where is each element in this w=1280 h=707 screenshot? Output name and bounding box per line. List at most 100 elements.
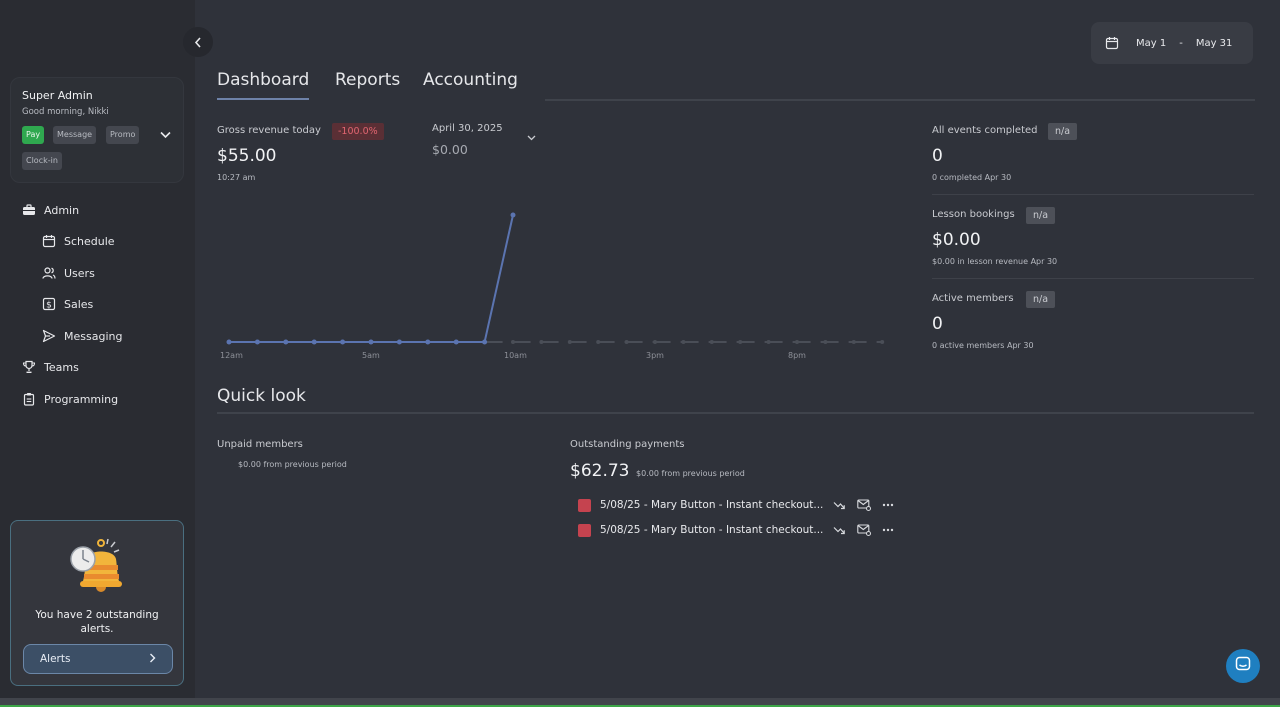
compare-date-select[interactable]: April 30, 2025 xyxy=(432,123,503,134)
quick-look-divider xyxy=(217,412,1254,414)
chart-future-point xyxy=(709,340,714,344)
chart-x-tick-label: 3pm xyxy=(646,351,664,360)
sidebar-item-label: Admin xyxy=(44,203,80,217)
horizontal-scrollbar[interactable] xyxy=(0,698,1280,707)
sidebar-item-label: Programming xyxy=(44,392,119,406)
payment-status-marker xyxy=(578,498,591,512)
chevron-down-icon[interactable] xyxy=(160,124,171,143)
email-icon[interactable] xyxy=(856,497,872,513)
stat-divider xyxy=(932,278,1254,279)
chart-future-point xyxy=(766,340,771,344)
stat-label-members: Active members xyxy=(932,293,1014,304)
progress-indicator xyxy=(0,705,1280,707)
chart-point[interactable] xyxy=(453,339,459,345)
sidebar-item-label: Sales xyxy=(64,297,94,311)
sidebar-item-sales[interactable]: $ Sales xyxy=(0,291,195,317)
gross-revenue-label: Gross revenue today xyxy=(217,125,321,136)
send-icon xyxy=(42,329,56,343)
sidebar-item-messaging[interactable]: Messaging xyxy=(0,323,195,349)
chart-point[interactable] xyxy=(311,339,317,345)
tab-accounting[interactable]: Accounting xyxy=(423,70,518,90)
user-greeting: Good morning, Nikki xyxy=(22,107,109,117)
payment-status-marker xyxy=(578,523,591,537)
clock-in-chip[interactable]: Clock-in xyxy=(22,152,62,170)
chevron-left-icon xyxy=(194,33,202,52)
payment-row-label: 5/08/25 - Mary Button - Instant checkout… xyxy=(600,499,824,511)
users-icon xyxy=(42,266,56,280)
tab-reports[interactable]: Reports xyxy=(335,70,401,90)
chart-point[interactable] xyxy=(283,339,289,345)
chart-point[interactable] xyxy=(226,339,232,345)
unpaid-members-label: Unpaid members xyxy=(217,439,303,450)
alerts-button-label: Alerts xyxy=(40,653,71,665)
chart-x-tick-label: 10am xyxy=(504,351,527,360)
quick-look-title: Quick look xyxy=(217,386,306,406)
stat-badge-lessons: n/a xyxy=(1026,207,1056,224)
chevron-right-icon xyxy=(149,653,156,666)
sidebar-item-users[interactable]: Users xyxy=(0,260,195,286)
chart-future-point xyxy=(511,340,515,344)
outstanding-payments-value: $62.73 xyxy=(570,461,630,481)
chart-future-point xyxy=(596,340,601,344)
alert-message: You have 2 outstanding alerts. xyxy=(35,609,159,635)
stat-label-lessons: Lesson bookings xyxy=(932,209,1015,220)
chart-point[interactable] xyxy=(482,339,488,345)
chart-future-point xyxy=(880,340,885,344)
chart-future-point xyxy=(851,340,856,344)
unpaid-members-sub: $0.00 from previous period xyxy=(238,460,347,469)
email-icon[interactable] xyxy=(856,522,872,538)
chart-future-point xyxy=(624,340,629,344)
alerts-button[interactable]: Alerts xyxy=(23,644,173,674)
sidebar-item-schedule[interactable]: Schedule xyxy=(0,228,195,254)
chart-point[interactable] xyxy=(425,339,431,345)
chart-point[interactable] xyxy=(368,339,374,345)
more-options-icon[interactable] xyxy=(880,497,896,513)
chevron-down-icon[interactable] xyxy=(527,126,536,145)
sidebar-item-label: Schedule xyxy=(64,234,115,248)
sidebar-item-admin[interactable]: Admin xyxy=(0,197,195,223)
bell-icon xyxy=(70,538,122,592)
message-chip[interactable]: Message xyxy=(53,126,97,144)
date-from: May 1 xyxy=(1136,37,1167,49)
payment-row[interactable]: 5/08/25 - Mary Button - Instant checkout… xyxy=(578,519,823,541)
chart-future-point xyxy=(539,340,544,344)
stat-badge-events: n/a xyxy=(1048,123,1078,140)
chart-revenue-line xyxy=(229,214,514,343)
clipboard-icon xyxy=(22,392,36,406)
chat-icon xyxy=(1235,656,1251,676)
dollar-icon: $ xyxy=(42,297,56,311)
trophy-icon xyxy=(22,360,36,374)
chart-x-tick-label: 5am xyxy=(362,351,380,360)
trend-down-icon[interactable] xyxy=(831,497,847,513)
promo-chip[interactable]: Promo xyxy=(106,126,140,144)
date-range-picker[interactable]: May 1 - May 31 xyxy=(1091,22,1253,64)
trend-down-icon[interactable] xyxy=(831,522,847,538)
sidebar-item-teams[interactable]: Teams xyxy=(0,354,195,380)
sidebar-item-programming[interactable]: Programming xyxy=(0,386,195,412)
stat-value-events: 0 xyxy=(932,146,943,166)
chart-point[interactable] xyxy=(396,339,402,345)
tab-dashboard[interactable]: Dashboard xyxy=(217,70,310,100)
revenue-chart: 12am 5am 10am 3pm 8pm xyxy=(220,212,885,360)
svg-text:$: $ xyxy=(46,301,52,311)
user-name: Super Admin xyxy=(22,89,93,102)
chart-future-point xyxy=(738,340,743,344)
more-options-icon[interactable] xyxy=(880,522,896,538)
date-separator: - xyxy=(1179,37,1183,49)
chart-point[interactable] xyxy=(254,339,260,345)
sidebar-item-label: Teams xyxy=(44,360,79,374)
collapse-sidebar-button[interactable] xyxy=(183,27,213,57)
stat-label-events: All events completed xyxy=(932,125,1038,136)
payment-row[interactable]: 5/08/25 - Mary Button - Instant checkout… xyxy=(578,494,823,516)
stat-value-lessons: $0.00 xyxy=(932,230,981,250)
stat-sub-events: 0 completed Apr 30 xyxy=(932,173,1012,182)
chart-point[interactable] xyxy=(510,212,516,218)
chart-x-tick-label: 12am xyxy=(220,351,243,360)
date-to: May 31 xyxy=(1195,37,1233,49)
stat-sub-lessons: $0.00 in lesson revenue Apr 30 xyxy=(932,257,1058,266)
chat-button[interactable] xyxy=(1226,649,1260,683)
chart-point[interactable] xyxy=(340,339,346,345)
pay-chip[interactable]: Pay xyxy=(22,126,45,144)
sidebar-item-label: Users xyxy=(64,266,95,280)
chart-x-tick-label: 8pm xyxy=(788,351,806,360)
